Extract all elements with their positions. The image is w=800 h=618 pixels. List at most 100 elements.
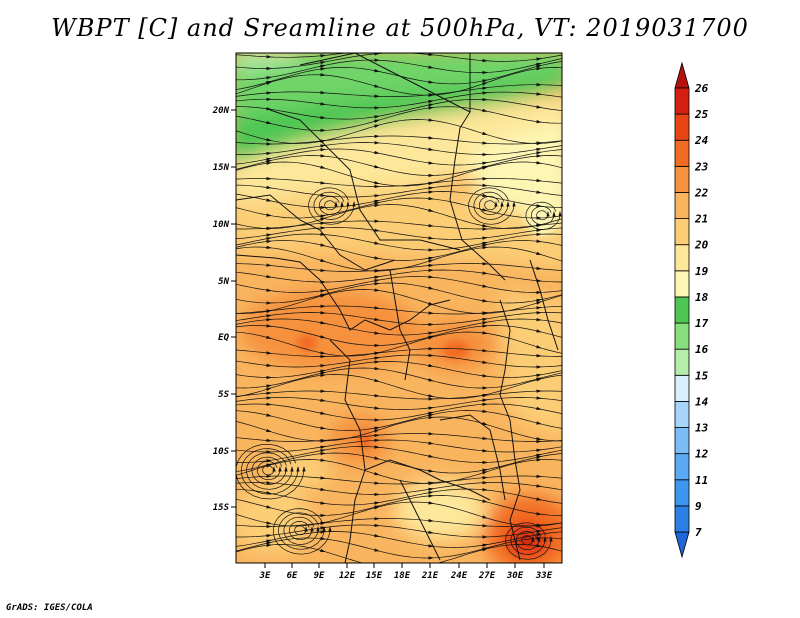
- colorbar-label: 20: [694, 239, 709, 252]
- streamline-arrow: [266, 81, 272, 86]
- streamline-arrow: [266, 318, 272, 322]
- colorbar-swatch: [674, 165, 690, 193]
- streamline-arrow: [320, 64, 326, 68]
- streamline-arrow: [428, 469, 434, 473]
- vortex-streamline: [505, 522, 552, 560]
- colorbar-label: 21: [694, 213, 708, 226]
- streamline-arrow: [346, 201, 350, 207]
- streamline-arrow: [320, 354, 326, 359]
- lon-label: 12E: [339, 571, 356, 581]
- streamline-arrow: [482, 468, 488, 472]
- colorbar: 7 9 11 12 13 14 15 16 17 18 19 20 21 22 23 24 25 26: [674, 61, 709, 559]
- streamline-arrow: [320, 521, 326, 525]
- streamline-arrow: [374, 68, 380, 73]
- streamline-arrow: [266, 263, 272, 267]
- streamline-arrow: [482, 317, 488, 322]
- streamline-arrow: [482, 177, 488, 181]
- streamline: [236, 403, 562, 421]
- lon-label: 33E: [535, 571, 553, 581]
- streamline-arrow: [320, 54, 326, 58]
- streamline-arrow: [266, 151, 272, 156]
- streamline-arrow: [482, 243, 488, 248]
- streamline-arrow: [482, 236, 488, 240]
- streamline-arrow: [374, 279, 380, 283]
- streamline-arrow: [482, 161, 488, 165]
- streamline-arrow: [428, 322, 434, 327]
- streamline-arrow: [428, 161, 434, 165]
- streamline-arrow: [304, 526, 308, 532]
- streamline-arrow: [536, 329, 542, 333]
- streamline-arrow: [320, 165, 326, 169]
- lat-label: EQ: [218, 333, 229, 343]
- streamline-arrow: [482, 398, 488, 402]
- streamline-arrow: [428, 487, 434, 491]
- streamline-arrow: [266, 309, 272, 313]
- streamline-arrow: [536, 266, 542, 270]
- streamline-arrow: [266, 213, 272, 217]
- streamline-arrow: [536, 178, 542, 183]
- streamline-arrow: [320, 530, 326, 534]
- streamline-arrow: [266, 524, 272, 529]
- streamline-arrow: [482, 131, 488, 135]
- streamline-arrow: [428, 347, 434, 351]
- streamline-arrow: [374, 288, 380, 292]
- streamline-arrow: [482, 487, 488, 492]
- streamline-arrow: [428, 378, 434, 382]
- grads-credit: GrADS: IGES/COLA: [6, 603, 93, 613]
- streamline: [236, 524, 562, 538]
- streamline-arrow: [302, 466, 306, 472]
- streamline-arrow: [428, 331, 434, 335]
- streamline-arrow: [428, 65, 434, 69]
- streamline-arrow: [340, 201, 344, 207]
- streamline-arrow: [428, 99, 434, 104]
- streamline: [236, 482, 562, 495]
- streamline-arrow: [374, 472, 380, 476]
- streamline-arrow: [536, 120, 542, 124]
- streamline-arrow: [374, 275, 380, 279]
- streamline-arrow: [320, 487, 326, 492]
- streamline-arrow: [320, 289, 326, 293]
- streamline-arrow: [374, 203, 380, 208]
- vortex-streamline: [272, 508, 331, 555]
- streamline-arrow: [266, 335, 272, 339]
- streamline-arrow: [374, 356, 380, 360]
- streamline-arrow: [482, 58, 488, 63]
- streamline-arrow: [428, 263, 434, 268]
- streamline-arrow: [266, 274, 272, 279]
- streamline-arrow: [549, 536, 553, 542]
- colorbar-label: 9: [695, 500, 702, 513]
- vortex-streamline: [473, 191, 509, 220]
- streamline-arrow: [512, 201, 516, 207]
- colorbar-swatch: [674, 479, 690, 507]
- streamline-arrow: [374, 517, 380, 521]
- streamline: [236, 452, 562, 474]
- streamline: [236, 495, 562, 516]
- streamline-arrow: [428, 501, 434, 505]
- colorbar-label: 14: [695, 395, 709, 408]
- colorbar-swatch: [674, 453, 690, 481]
- streamline-arrow: [266, 505, 272, 509]
- streamline-arrow: [536, 306, 542, 310]
- streamline-arrow: [482, 321, 488, 325]
- colorbar-swatch: [674, 87, 690, 115]
- streamline-arrow: [482, 227, 488, 231]
- longitude-axis: 3E 6E 9E 12E 15E 18E 21E 24E 27E 30E 33E: [259, 563, 553, 581]
- lat-label: 5S: [218, 390, 229, 400]
- vortex-streamline: [510, 526, 546, 555]
- streamline-arrow: [320, 205, 326, 210]
- colorbar-label: 12: [695, 448, 709, 461]
- streamline-arrow: [320, 181, 326, 185]
- streamline-arrow: [546, 211, 550, 217]
- map-frame: [235, 52, 563, 564]
- colorbar-label: 18: [695, 291, 709, 304]
- colorbar-swatch: [674, 244, 690, 272]
- streamline-arrow: [374, 445, 380, 449]
- streamline-arrow: [334, 201, 338, 207]
- streamline: [236, 119, 562, 144]
- streamline-arrow: [428, 275, 434, 279]
- streamline-arrow: [266, 387, 272, 391]
- streamline-arrow: [536, 373, 542, 377]
- streamline-arrow: [536, 161, 542, 165]
- streamline-arrow: [266, 237, 272, 241]
- streamline-arrow: [374, 141, 380, 145]
